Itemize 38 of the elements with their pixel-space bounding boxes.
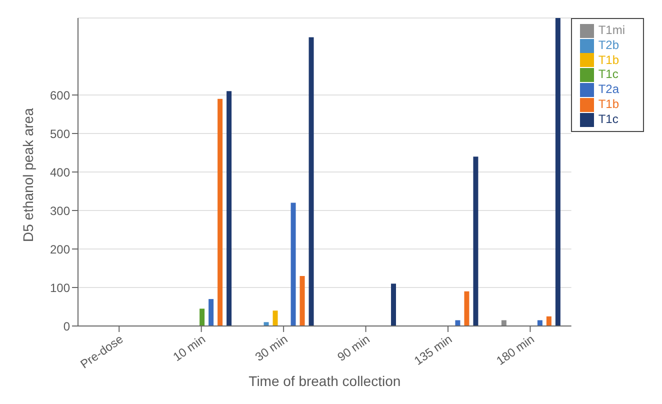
bar — [264, 322, 269, 326]
bar — [208, 299, 214, 326]
bar — [537, 320, 542, 326]
bar — [390, 284, 396, 326]
x-tick-label: 180 min — [494, 332, 537, 368]
bar — [501, 320, 506, 326]
y-tick-label: 600 — [50, 88, 70, 102]
bar — [226, 91, 232, 326]
bar — [218, 98, 223, 326]
bar — [300, 276, 305, 326]
bar — [473, 156, 478, 326]
legend-label: T2a — [598, 82, 620, 96]
legend-label: T2b — [598, 38, 620, 52]
bar — [555, 18, 560, 326]
bar — [272, 310, 278, 326]
y-tick-label: 400 — [50, 165, 70, 180]
y-tick-label: 300 — [50, 204, 70, 218]
y-axis-title: D5 ethanol peak area — [20, 108, 36, 242]
legend-label: T1c — [598, 112, 618, 126]
bar — [546, 316, 552, 326]
x-tick-label: 90 min — [334, 332, 372, 364]
y-tick-label: 100 — [50, 280, 70, 295]
y-tick-label: 0 — [63, 319, 70, 334]
bar — [308, 37, 314, 326]
x-tick-label: 30 min — [252, 332, 290, 364]
legend-label: T1b — [598, 97, 620, 112]
x-tick-label: 135 min — [412, 332, 455, 368]
x-axis-title: Time of breath collection — [248, 373, 401, 389]
bar — [290, 202, 296, 326]
legend-label: T1mi — [598, 23, 625, 37]
legend-label: T1b — [598, 52, 620, 67]
x-tick-label: 10 min — [170, 332, 208, 364]
bar — [455, 320, 460, 326]
bar — [464, 291, 470, 326]
legend-label: T1c — [598, 67, 618, 82]
y-tick-label: 200 — [50, 242, 70, 256]
y-tick-label: 500 — [50, 126, 70, 141]
bar — [200, 308, 205, 326]
